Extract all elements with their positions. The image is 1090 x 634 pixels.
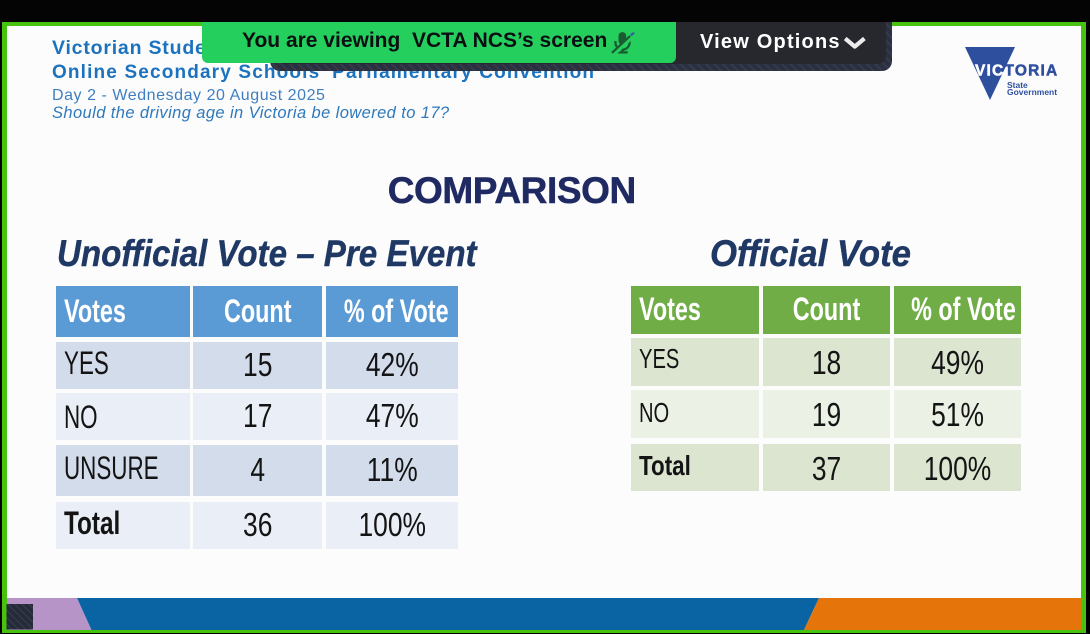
svg-text:Government: Government (1007, 87, 1057, 97)
svg-text:State: State (1007, 80, 1028, 90)
svg-text:VICTORIA: VICTORIA (975, 63, 1058, 80)
